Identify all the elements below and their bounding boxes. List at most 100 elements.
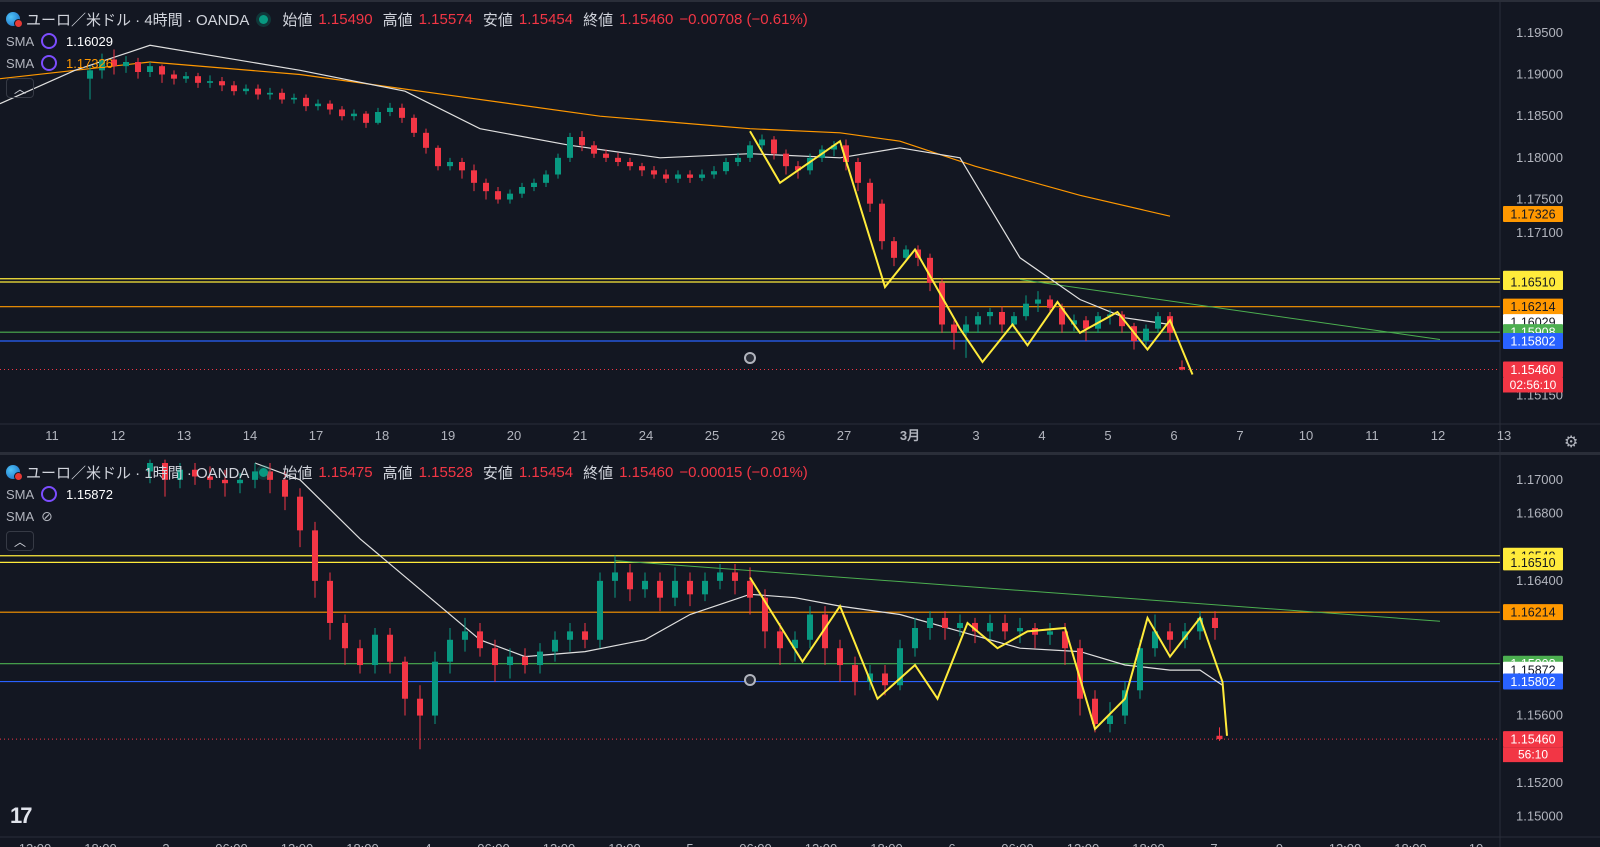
candle-body xyxy=(507,656,513,666)
candle-body xyxy=(957,622,963,629)
sma1-label[interactable]: SMA xyxy=(6,33,35,49)
sma2-value: 1.17326 xyxy=(66,55,113,71)
collapse-legend-button[interactable]: ︿ xyxy=(6,78,34,98)
sma2-label[interactable]: SMA xyxy=(6,508,35,524)
sma2-legend-row[interactable]: SMA 1.17326 xyxy=(6,52,808,74)
ohlc-change: −0.00015 (−0.01%) xyxy=(679,463,808,481)
x-tick-label: 06:00 xyxy=(215,841,248,847)
sma1-legend-row[interactable]: SMA 1.16029 xyxy=(6,30,808,52)
x-tick-label: 26 xyxy=(771,428,785,443)
candle-body xyxy=(1137,648,1143,691)
candle-body xyxy=(99,59,105,71)
candle-body xyxy=(372,634,378,666)
y-tick-label: 1.19000 xyxy=(1516,67,1563,82)
chart-canvas-4h[interactable]: 1.19500 1.19000 1.18500 1.18000 1.17500 1.171… xyxy=(0,2,1600,452)
symbol-title[interactable]: ユーロ／米ドル · 4時間 · OANDA xyxy=(26,11,250,29)
ohlc-open-value: 1.15490 xyxy=(318,10,373,28)
candle-body xyxy=(267,92,273,95)
candle-body xyxy=(363,113,369,123)
candle-body xyxy=(597,580,603,640)
candle-body xyxy=(891,241,897,258)
sma1-label[interactable]: SMA xyxy=(6,486,35,502)
candle-body xyxy=(747,580,753,598)
candle-body xyxy=(1107,715,1113,724)
candle-body xyxy=(897,648,903,686)
candle-body xyxy=(627,572,633,590)
candle-body xyxy=(663,174,669,179)
candle-body xyxy=(255,88,261,95)
x-tick-label: 12:00 xyxy=(1067,841,1100,847)
sma2-legend-row[interactable]: SMA ⊘ xyxy=(6,505,808,527)
x-tick-label: 4 xyxy=(1038,428,1045,443)
candle-body xyxy=(639,166,645,171)
symbol-title[interactable]: ユーロ／米ドル · 1時間 · OANDA xyxy=(26,464,250,482)
ohlc-open-label: 始値 xyxy=(282,11,313,29)
sma2-label[interactable]: SMA xyxy=(6,55,35,71)
candle-body xyxy=(711,171,717,175)
candle-body xyxy=(879,203,885,242)
candle-body xyxy=(522,656,528,666)
candle-body xyxy=(567,631,573,640)
sma1-legend-row[interactable]: SMA 1.15872 xyxy=(6,483,808,505)
countdown-box xyxy=(1503,747,1563,763)
x-tick-label: 3月 xyxy=(900,428,920,443)
candle-body xyxy=(771,139,777,154)
chevron-up-icon: ︿ xyxy=(13,534,26,549)
candle-body xyxy=(732,572,738,581)
y-tick-label: 1.16800 xyxy=(1516,506,1563,521)
candle-body xyxy=(999,312,1005,325)
x-tick-label: 5 xyxy=(686,841,693,847)
price-label-box xyxy=(1503,333,1563,349)
candle-body xyxy=(462,631,468,640)
candle-body xyxy=(1182,631,1188,640)
sma-white-line xyxy=(254,462,1223,686)
candle-body xyxy=(717,572,723,581)
chart-pane-4h[interactable]: 1.19500 1.19000 1.18500 1.18000 1.17500 1.171… xyxy=(0,0,1600,452)
trend-line xyxy=(1019,279,1441,340)
candle-body xyxy=(1092,698,1098,724)
candle-body xyxy=(972,622,978,632)
tradingview-logo[interactable]: 17 xyxy=(10,803,33,828)
candle-body xyxy=(519,187,525,194)
candle-body xyxy=(567,137,573,158)
candle-body xyxy=(747,145,753,158)
sma-orange-line xyxy=(0,61,1171,217)
symbol-title-row[interactable]: ユーロ／米ドル · 1時間 · OANDA 始値 1.15475 高値 1.1552… xyxy=(6,461,808,483)
candle-body xyxy=(795,166,801,171)
candle-body xyxy=(882,673,888,686)
candle-body xyxy=(627,162,633,167)
chart-canvas-1h[interactable]: 1.17000 1.16800 1.16400 1.15600 1.15200 1.150… xyxy=(0,455,1600,847)
candle-body xyxy=(1167,631,1173,640)
candle-body xyxy=(591,145,597,154)
candle-body xyxy=(1071,320,1077,325)
eye-off-icon[interactable]: ⊘ xyxy=(41,507,53,524)
y-tick-label: 1.16400 xyxy=(1516,573,1563,588)
price-label-text: 1.15460 xyxy=(1510,363,1555,377)
ohlc-low-label: 安値 xyxy=(482,464,513,482)
candle-body xyxy=(483,182,489,192)
candle-body xyxy=(975,316,981,325)
y-tick-label: 1.15200 xyxy=(1516,775,1563,790)
trend-line xyxy=(614,560,1441,622)
chart-pane-1h[interactable]: 1.17000 1.16800 1.16400 1.15600 1.15200 1.150… xyxy=(0,452,1600,847)
symbol-title-row[interactable]: ユーロ／米ドル · 4時間 · OANDA 始値 1.15490 高値 1.1557… xyxy=(6,8,808,30)
candle-body xyxy=(735,157,741,162)
y-tick-label: 1.17500 xyxy=(1516,192,1563,207)
sma-indicator-icon xyxy=(41,486,57,502)
candle-body xyxy=(1155,316,1161,329)
clock-icon-inner xyxy=(746,354,754,362)
candle-body xyxy=(759,139,765,146)
candle-body xyxy=(402,661,408,699)
y-tick-label: 1.15600 xyxy=(1516,708,1563,723)
collapse-legend-button[interactable]: ︿ xyxy=(6,531,34,551)
x-tick-label: 12 xyxy=(111,428,125,443)
candle-body xyxy=(192,469,198,477)
candle-body xyxy=(1216,735,1223,740)
ohlc-change: −0.00708 (−0.61%) xyxy=(679,10,808,28)
sma-white-line xyxy=(0,44,1171,326)
candle-body xyxy=(303,97,309,107)
candle-body xyxy=(123,62,129,67)
candle-body xyxy=(1017,628,1023,632)
candle-body xyxy=(939,282,945,325)
candle-body xyxy=(699,174,705,178)
